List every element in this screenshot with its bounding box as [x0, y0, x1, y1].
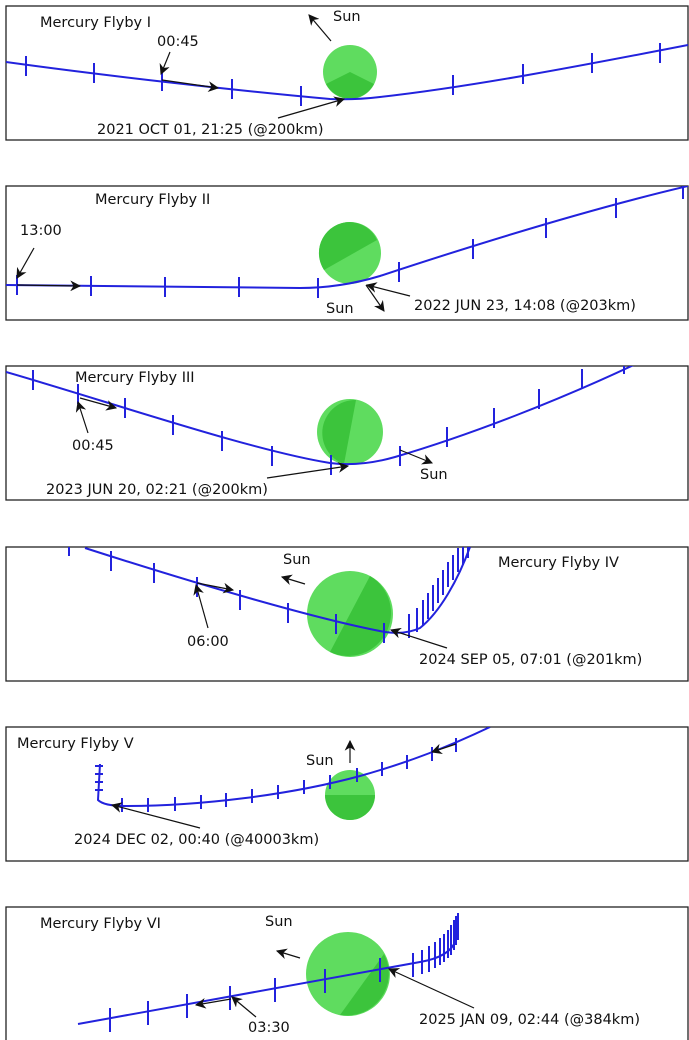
time-ticks [25, 43, 661, 106]
time-pointer [231, 996, 257, 1018]
flyby-panel-2: Mercury Flyby II 13:00 Sun 2022 JUN 23, … [5, 185, 689, 321]
time-label: 00:45 [157, 34, 199, 50]
time-pointer [193, 583, 209, 629]
mercury-shadow [322, 399, 356, 464]
closest-approach-label: 2024 SEP 05, 07:01 (@201km) [419, 652, 642, 668]
closest-approach-label: 2025 JAN 09, 02:44 (@384km) [419, 1012, 640, 1028]
closest-approach-pointer [388, 968, 475, 1009]
closest-approach-label: 2022 JUN 23, 14:08 (@203km) [414, 298, 636, 314]
time-ticks [32, 366, 625, 475]
closest-approach-pointer [365, 282, 411, 297]
sun-direction-arrow [275, 948, 301, 959]
sun-direction-arrow [399, 449, 434, 465]
velocity-arrow [194, 998, 232, 1009]
sun-label: Sun [283, 552, 311, 568]
flyby-title: Mercury Flyby I [40, 15, 151, 31]
closest-approach-pointer [110, 802, 201, 829]
sun-label: Sun [326, 301, 354, 317]
flyby-panel-1: Mercury Flyby I Sun 00:45 2021 OCT 01, 2… [5, 5, 689, 141]
velocity-arrow [161, 79, 220, 92]
flyby-title: Mercury Flyby VI [40, 916, 161, 932]
sun-direction-arrow [280, 574, 306, 585]
closest-approach-label: 2023 JUN 20, 02:21 (@200km) [46, 482, 268, 498]
sun-label: Sun [420, 467, 448, 483]
sun-label: Sun [265, 914, 293, 930]
flyby-panel-5: Mercury Flyby V Sun 2024 DEC 02, 00:40 (… [5, 726, 689, 862]
time-pointer [159, 51, 171, 75]
flyby-panel-6: Mercury Flyby VI Sun 03:30 2025 JAN 09, … [5, 906, 689, 1040]
mercury-shadow [325, 795, 375, 820]
flyby-title: Mercury Flyby II [95, 192, 210, 208]
time-ticks [95, 738, 457, 812]
mercury-shadow [330, 576, 392, 656]
closest-approach-label: 2021 OCT 01, 21:25 (@200km) [97, 122, 324, 138]
flyby-panel-3: Mercury Flyby III 00:45 Sun 2023 JUN 20,… [5, 365, 689, 501]
sun-label: Sun [306, 753, 334, 769]
flyby-title: Mercury Flyby V [17, 736, 134, 752]
mercury-shadow [318, 221, 377, 270]
sun-direction-arrow [308, 14, 332, 42]
trajectory-line [77, 914, 459, 1025]
time-ticks [68, 547, 469, 643]
velocity-arrow [430, 743, 457, 755]
sun-label: Sun [333, 9, 361, 25]
closest-approach-pointer [266, 462, 350, 479]
trajectory-line [6, 44, 688, 101]
time-label: 03:30 [248, 1020, 290, 1036]
closest-approach-label: 2024 DEC 02, 00:40 (@40003km) [74, 832, 319, 848]
closest-approach-pointer [277, 96, 346, 119]
time-pointer [75, 400, 89, 434]
trajectory-line [6, 186, 688, 290]
time-label: 00:45 [72, 438, 114, 454]
velocity-arrow [79, 397, 118, 411]
closest-approach-pointer [389, 627, 448, 649]
flyby-title: Mercury Flyby III [75, 370, 195, 386]
time-pointer [16, 247, 35, 279]
flyby-title: Mercury Flyby IV [498, 555, 619, 571]
time-ticks [109, 913, 459, 1032]
velocity-arrow [16, 280, 82, 292]
time-label: 06:00 [187, 634, 229, 650]
trajectory-line [6, 366, 634, 466]
time-label: 13:00 [20, 223, 62, 239]
flyby-panel-4: Mercury Flyby IV Sun 06:00 2024 SEP 05, … [5, 546, 689, 682]
mercury-shadow [326, 72, 374, 99]
